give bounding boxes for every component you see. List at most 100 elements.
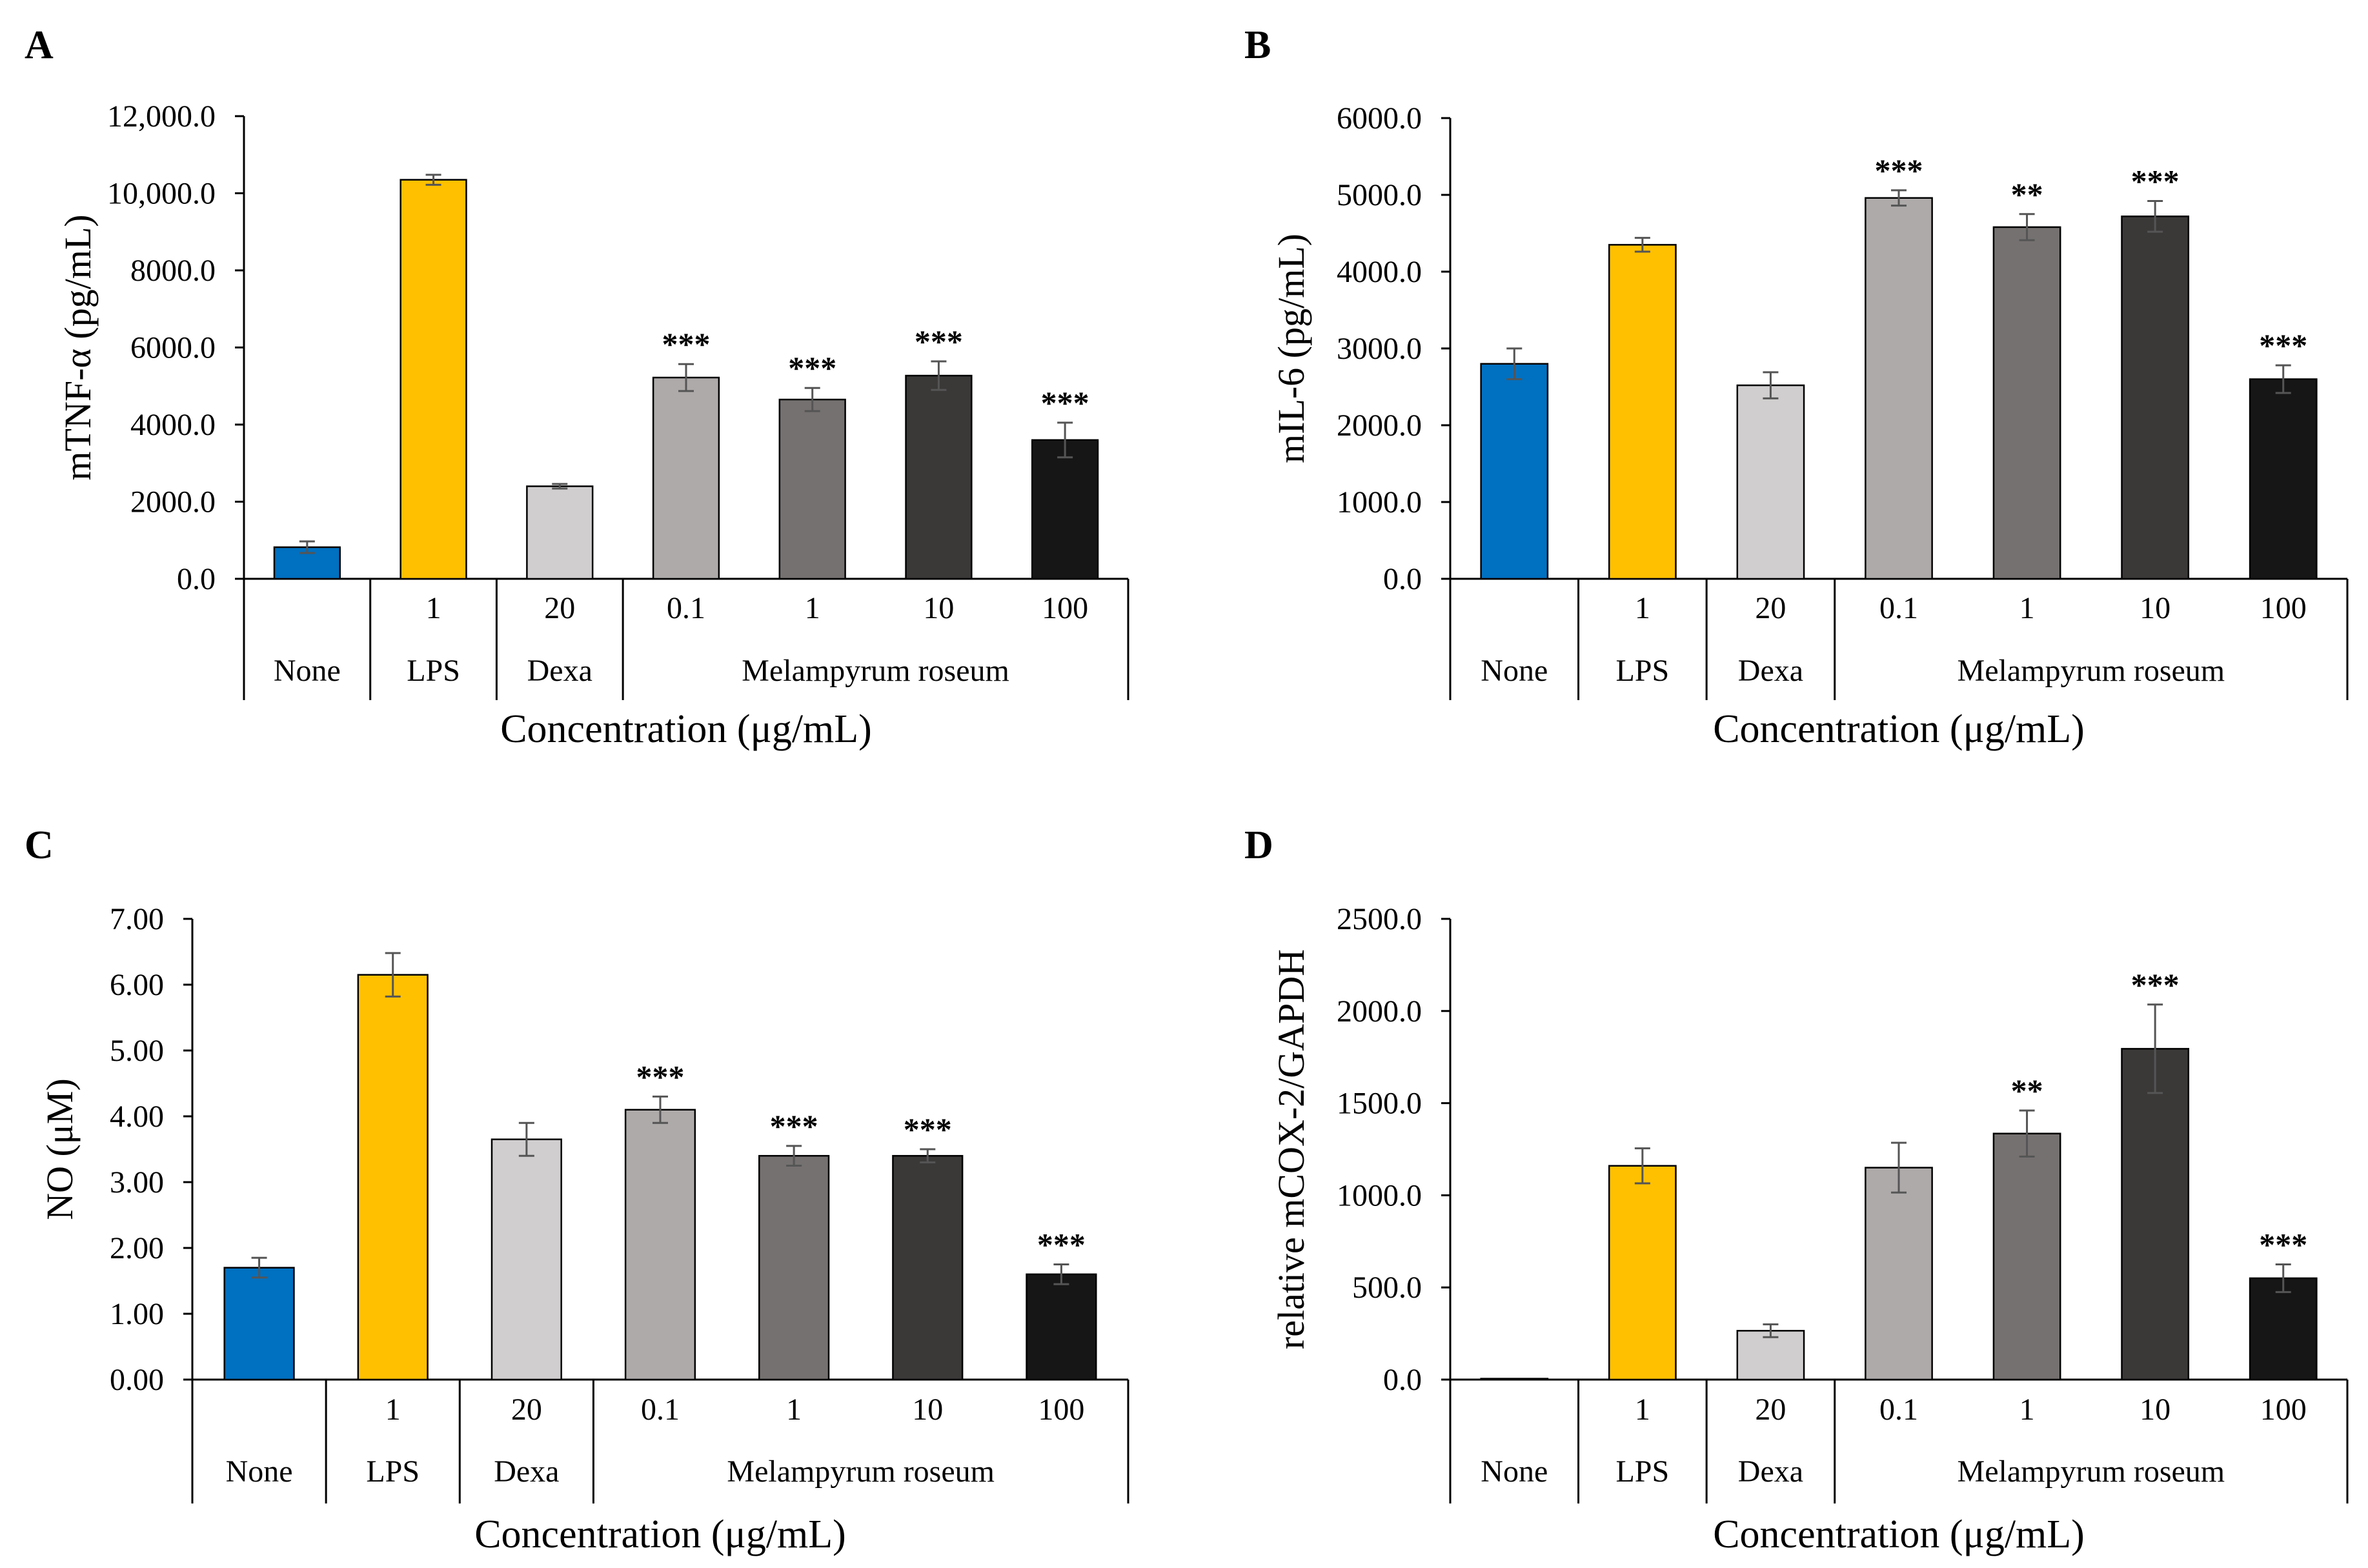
x-group-label: LPS	[1615, 654, 1669, 688]
x-category-label: 20	[1755, 591, 1786, 625]
x-axis-title: Concentration (μg/mL)	[500, 707, 872, 751]
x-category-label: 10	[912, 1392, 943, 1427]
panel-letter: C	[25, 823, 54, 867]
bar-a-1	[400, 179, 467, 580]
y-tick-label: 0.0	[177, 562, 216, 596]
bar-a-4	[778, 398, 846, 580]
y-axis-title: mTNF-α (pg/mL)	[57, 214, 99, 480]
y-tick-label: 2000.0	[130, 485, 216, 519]
bar-d-4	[1992, 1132, 2061, 1381]
bar-d-1	[1608, 1165, 1677, 1381]
x-category-label: 20	[544, 591, 575, 625]
bar-d-3	[1865, 1167, 1933, 1381]
x-category-label: 1	[2019, 1392, 2035, 1427]
x-category-label: 20	[1755, 1392, 1786, 1427]
chart-panel-b: B 0.0 1000.0 2000.0 3000.0 4000.0 5000.0 6000.0…	[1244, 23, 2349, 751]
chart-panel-d: D 0.0 500.0 1000.0 1500.0 2000.0 2500.0 1 20 0.1 *…	[1244, 823, 2349, 1556]
x-category-label: 1	[1635, 1392, 1650, 1427]
y-axis-title: NO (μM)	[39, 1078, 81, 1220]
y-axis-title: mIL-6 (pg/mL)	[1270, 234, 1312, 463]
y-tick-label: 12,000.0	[107, 99, 216, 134]
x-category-label: 100	[1042, 591, 1088, 625]
x-category-label: 100	[1038, 1392, 1084, 1427]
x-group-label: Melampyrum roseum	[727, 1454, 995, 1489]
bar-b-2	[1736, 384, 1805, 580]
y-tick-label: 0.0	[1383, 1363, 1422, 1397]
significance-label: ***	[788, 350, 836, 386]
x-group-label: None	[226, 1454, 293, 1489]
y-tick-label: 4.00	[110, 1100, 164, 1134]
y-tick-label: 500.0	[1352, 1271, 1422, 1305]
bar-b-0	[1480, 363, 1549, 580]
x-category-label: 0.1	[667, 591, 705, 625]
bar-d-2	[1736, 1330, 1805, 1381]
x-category-label: 1	[1635, 591, 1650, 625]
x-group-label: Dexa	[527, 654, 592, 688]
x-group-label: Melampyrum roseum	[742, 654, 1009, 688]
y-tick-label: 7.00	[110, 902, 164, 936]
x-group-label: LPS	[1615, 1454, 1669, 1489]
x-category-label: 1	[385, 1392, 401, 1427]
y-tick-label: 8000.0	[130, 254, 216, 288]
bar-b-5	[2121, 216, 2190, 580]
significance-label: ***	[636, 1058, 685, 1094]
x-group-label: Melampyrum roseum	[1958, 654, 2225, 688]
bar-c-5	[892, 1154, 964, 1381]
x-category-label: 10	[923, 591, 954, 625]
x-group-label: Dexa	[1738, 654, 1803, 688]
significance-label: ***	[2131, 967, 2180, 1003]
x-category-label: 0.1	[641, 1392, 680, 1427]
x-group-label: Dexa	[1738, 1454, 1803, 1489]
bar-b-4	[1992, 226, 2061, 580]
significance-label: ***	[2131, 163, 2180, 199]
x-category-label: 0.1	[1879, 1392, 1918, 1427]
bar-a-2	[526, 485, 594, 580]
significance-label: ***	[2259, 1227, 2307, 1263]
x-group-label: Dexa	[494, 1454, 559, 1489]
bar-c-4	[758, 1154, 830, 1381]
bar-d-6	[2249, 1277, 2318, 1381]
bar-d-0	[1480, 1378, 1549, 1381]
x-group-label: None	[1481, 1454, 1548, 1489]
bar-b-6	[2249, 378, 2318, 580]
bar-c-3	[624, 1109, 696, 1381]
x-category-label: 1	[2019, 591, 2035, 625]
y-tick-label: 2.00	[110, 1231, 164, 1265]
bar-c-2	[491, 1138, 562, 1381]
significance-label: **	[2011, 1072, 2043, 1109]
significance-label: ***	[662, 326, 711, 362]
bar-c-1	[357, 974, 429, 1381]
x-category-label: 1	[426, 591, 441, 625]
y-tick-label: 0.00	[110, 1363, 164, 1397]
chart-panel-c: C 0.00 1.00 2.00 3.00 4.00 5.00 6.00 7.00 1 20 *** 0…	[25, 823, 1129, 1556]
bar-c-0	[223, 1267, 295, 1381]
y-tick-label: 6.00	[110, 968, 164, 1002]
x-category-label: 0.1	[1879, 591, 1918, 625]
x-category-label: 10	[2140, 591, 2171, 625]
bar-a-3	[652, 376, 720, 580]
panel-letter: A	[25, 23, 54, 67]
y-tick-label: 5000.0	[1337, 178, 1422, 212]
y-tick-label: 0.0	[1383, 562, 1422, 596]
significance-label: ***	[1875, 152, 1923, 188]
bar-b-1	[1608, 244, 1677, 580]
x-category-label: 100	[2260, 1392, 2307, 1427]
y-tick-label: 6000.0	[1337, 101, 1422, 136]
chart-panel-a: A 0.0 2000.0 4000.0 6000.0 8000.0 10,000.0 12,0…	[25, 23, 1129, 751]
significance-label: ***	[1041, 385, 1089, 421]
x-axis-title: Concentration (μg/mL)	[1713, 1513, 2085, 1556]
y-tick-label: 6000.0	[130, 331, 216, 365]
y-tick-label: 5.00	[110, 1034, 164, 1068]
x-group-label: LPS	[407, 654, 460, 688]
significance-label: ***	[770, 1108, 818, 1144]
y-tick-label: 3000.0	[1337, 332, 1422, 366]
bar-d-5	[2121, 1048, 2190, 1381]
y-tick-label: 2500.0	[1337, 902, 1422, 936]
y-tick-label: 4000.0	[130, 408, 216, 442]
bar-a-6	[1031, 439, 1099, 580]
y-tick-label: 4000.0	[1337, 255, 1422, 289]
y-tick-label: 1.00	[110, 1297, 164, 1331]
y-tick-label: 1000.0	[1337, 485, 1422, 519]
x-category-label: 1	[805, 591, 820, 625]
